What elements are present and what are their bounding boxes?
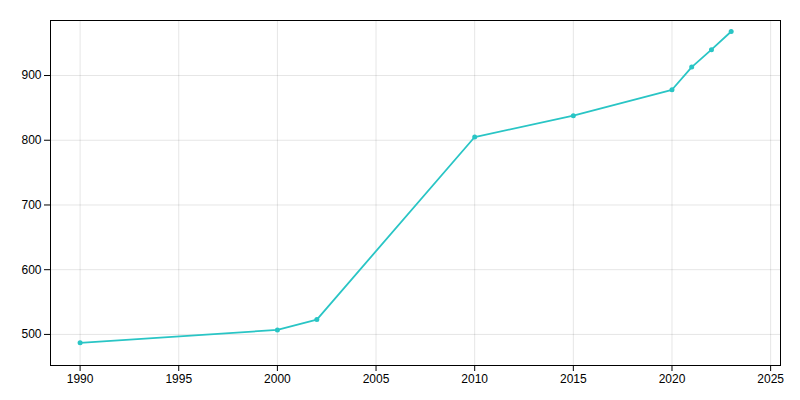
svg-text:500: 500	[21, 327, 41, 341]
svg-text:2010: 2010	[461, 372, 488, 386]
svg-text:2020: 2020	[659, 372, 686, 386]
svg-text:1990: 1990	[67, 372, 94, 386]
svg-text:900: 900	[21, 68, 41, 82]
svg-text:2000: 2000	[264, 372, 291, 386]
svg-text:2025: 2025	[757, 372, 784, 386]
svg-text:2005: 2005	[363, 372, 390, 386]
svg-text:1995: 1995	[165, 372, 192, 386]
svg-text:700: 700	[21, 198, 41, 212]
svg-text:800: 800	[21, 133, 41, 147]
svg-text:2015: 2015	[560, 372, 587, 386]
svg-text:600: 600	[21, 263, 41, 277]
